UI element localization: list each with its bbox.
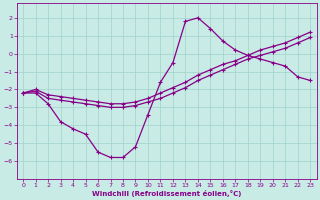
X-axis label: Windchill (Refroidissement éolien,°C): Windchill (Refroidissement éolien,°C) [92,190,241,197]
